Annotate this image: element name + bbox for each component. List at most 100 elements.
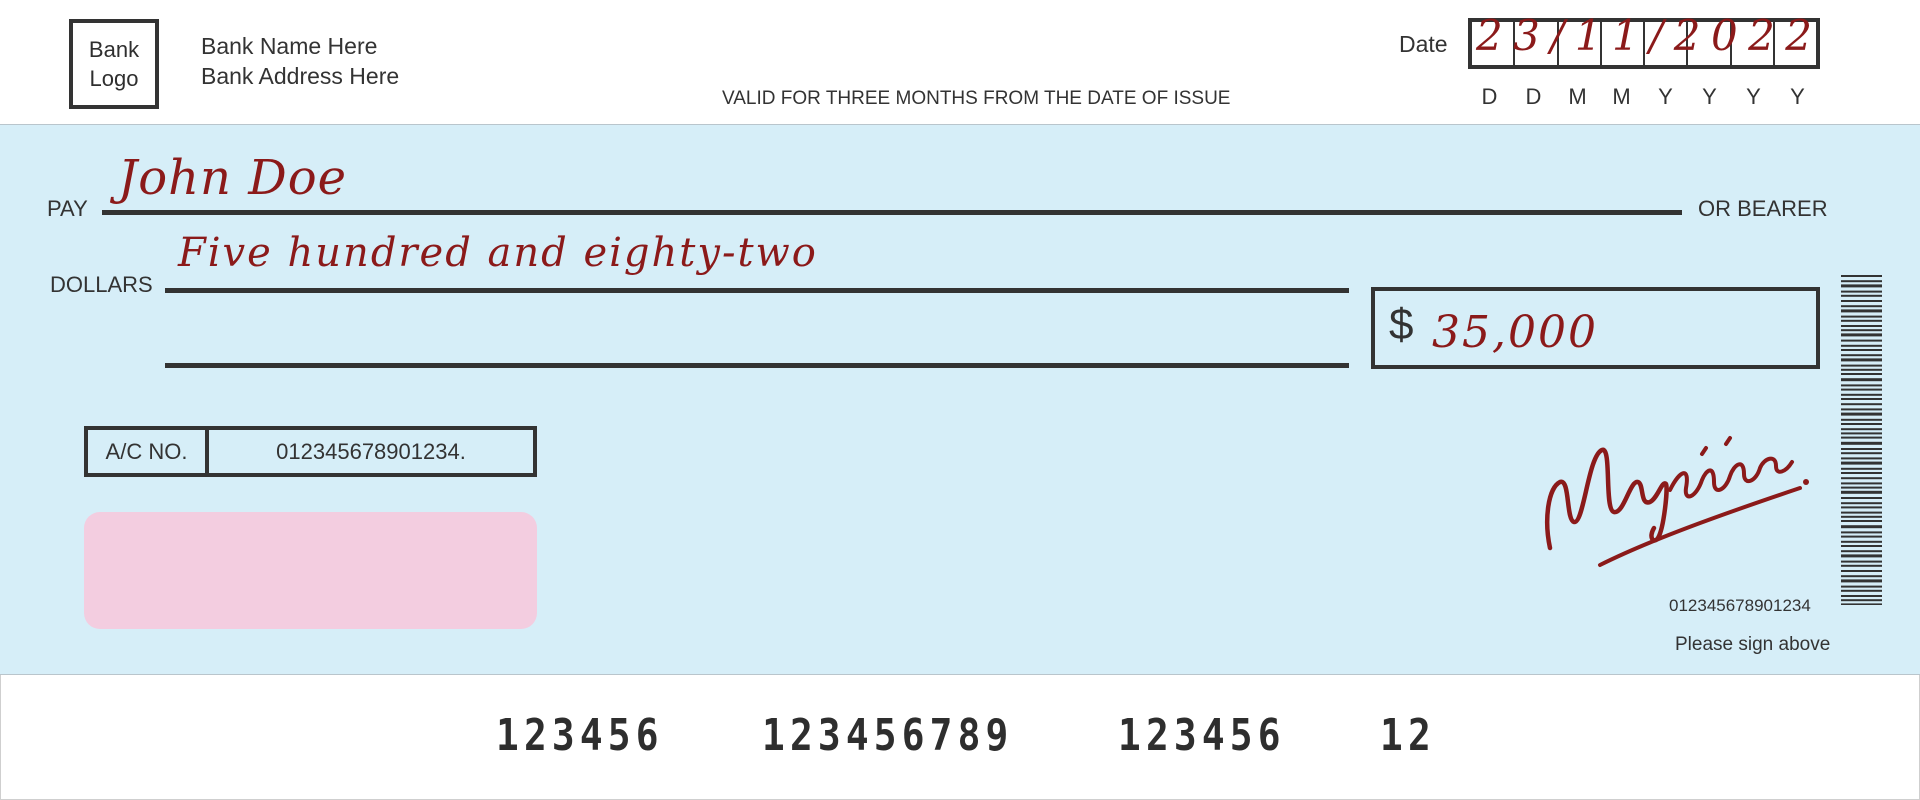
- barcode-bar: [1841, 329, 1882, 332]
- barcode-bar: [1841, 408, 1882, 411]
- amount-figure-box[interactable]: [1371, 287, 1820, 369]
- date-cell: [1645, 22, 1689, 65]
- micr-transaction-code: 12: [1380, 710, 1436, 761]
- barcode-bar: [1841, 368, 1882, 371]
- barcode-bar: [1841, 448, 1882, 450]
- barcode-bar: [1841, 506, 1882, 509]
- barcode-bar: [1841, 564, 1882, 567]
- amount-in-words: Five hundred and eighty-two: [178, 230, 818, 276]
- sign-above-note: Please sign above: [1675, 634, 1831, 655]
- barcode-bar: [1841, 560, 1882, 563]
- barcode-bar: [1841, 570, 1882, 572]
- date-format-legend: D D M M Y Y Y Y: [1468, 84, 1820, 110]
- barcode-bar: [1841, 339, 1882, 342]
- barcode-bar: [1841, 540, 1882, 543]
- barcode-bar: [1841, 603, 1882, 605]
- barcode-bar: [1841, 349, 1882, 351]
- date-cell: [1602, 22, 1645, 65]
- barcode-bar: [1841, 364, 1882, 367]
- barcode-bar: [1841, 497, 1882, 499]
- date-legend-char: M: [1568, 84, 1588, 109]
- date-legend-char: D: [1525, 84, 1543, 109]
- date-legend-char: Y: [1790, 84, 1806, 109]
- barcode-bar: [1841, 490, 1882, 494]
- barcode-bar: [1841, 428, 1882, 431]
- barcode-bar: [1841, 452, 1882, 455]
- barcode-bar: [1841, 319, 1882, 322]
- barcode-bar: [1841, 511, 1882, 514]
- bank-logo-line-1: Bank: [88, 37, 140, 62]
- currency-symbol: $: [1389, 300, 1414, 349]
- date-cell: [1559, 22, 1602, 65]
- date-cell: [1688, 22, 1732, 65]
- or-bearer-label: OR BEARER: [1698, 196, 1828, 221]
- barcode-bar: [1841, 384, 1882, 387]
- barcode-bar: [1841, 284, 1882, 288]
- barcode-bar: [1841, 467, 1882, 470]
- barcode-bar: [1841, 535, 1882, 538]
- cheque-serial-number: 012345678901234: [1669, 596, 1811, 615]
- barcode-bar: [1841, 398, 1882, 400]
- barcode-bar: [1841, 554, 1882, 558]
- barcode-bar: [1841, 388, 1882, 391]
- barcode-bar: [1841, 545, 1882, 547]
- barcode-bar: [1841, 502, 1882, 505]
- date-legend-char: D: [1481, 84, 1499, 109]
- barcode-bar: [1841, 525, 1882, 529]
- cheque-header: Bank Logo Bank Name Here Bank Address He…: [0, 0, 1920, 125]
- barcode-bar: [1841, 585, 1882, 588]
- barcode-bar: [1841, 373, 1882, 375]
- barcode-bar: [1841, 325, 1882, 327]
- barcode-bar: [1841, 531, 1882, 534]
- date-cell: [1472, 22, 1516, 65]
- payee-name: John Doe: [118, 150, 348, 206]
- barcode-bar: [1841, 589, 1882, 592]
- date-cell: [1775, 22, 1816, 65]
- barcode-bar: [1841, 418, 1882, 421]
- barcode-bar: [1841, 354, 1882, 357]
- date-legend-char: M: [1612, 84, 1632, 109]
- pay-label: PAY: [47, 196, 88, 221]
- barcode-bar: [1841, 393, 1882, 396]
- amount-figure: 35,000: [1432, 307, 1598, 358]
- micr-routing-number: 123456789: [762, 710, 1014, 761]
- bank-name: Bank Name Here: [201, 33, 378, 59]
- barcode-bar: [1841, 305, 1882, 308]
- bank-address: Bank Address Here: [201, 63, 400, 89]
- barcode-bar: [1841, 294, 1882, 297]
- barcode-bar: [1841, 378, 1882, 382]
- barcode-bar: [1841, 550, 1882, 553]
- barcode-bar: [1841, 461, 1882, 465]
- barcode-bar: [1841, 309, 1882, 313]
- date-legend-char: Y: [1658, 84, 1674, 109]
- stamp-area: [84, 512, 537, 629]
- amount-words-line[interactable]: [165, 288, 1349, 293]
- bank-logo-line-2: Logo: [89, 66, 139, 91]
- barcode-bar: [1841, 575, 1882, 578]
- signature[interactable]: [1530, 410, 1820, 570]
- barcode-bar: [1841, 403, 1882, 406]
- barcode-bar: [1841, 280, 1882, 283]
- barcode-bar: [1841, 486, 1882, 489]
- barcode-bar: [1841, 300, 1882, 302]
- micr-cheque-number: 123456: [496, 710, 664, 761]
- barcode-bar: [1841, 579, 1882, 583]
- barcode-bar: [1841, 290, 1882, 293]
- account-number: 012345678901234.: [276, 438, 466, 464]
- barcode-bar: [1841, 595, 1882, 597]
- barcode-bar: [1841, 333, 1882, 337]
- barcode-bar: [1841, 275, 1882, 277]
- account-label: A/C NO.: [88, 430, 209, 473]
- barcode-bar: [1841, 436, 1882, 439]
- amount-words-line[interactable]: [165, 363, 1349, 368]
- barcode: [1841, 275, 1882, 605]
- payee-line[interactable]: [102, 210, 1682, 215]
- date-field[interactable]: [1468, 18, 1820, 69]
- barcode-bar: [1841, 599, 1882, 602]
- account-number-box: A/C NO. 012345678901234.: [84, 426, 537, 477]
- barcode-bar: [1841, 432, 1882, 435]
- date-label: Date: [1399, 31, 1448, 57]
- barcode-bar: [1841, 482, 1882, 485]
- bank-logo: Bank Logo: [69, 19, 159, 109]
- barcode-bar: [1841, 315, 1882, 318]
